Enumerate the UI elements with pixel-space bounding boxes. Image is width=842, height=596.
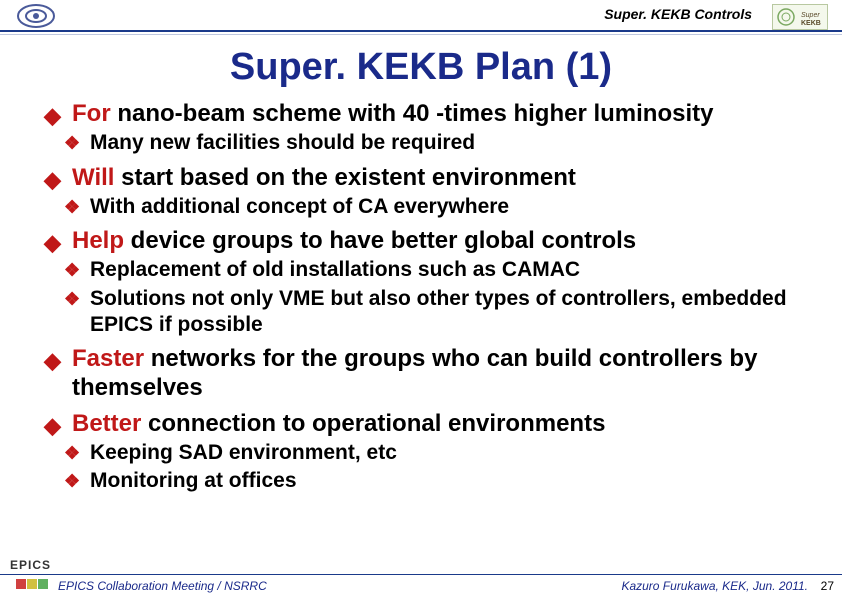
bullet-level2: ❖ Many new facilities should be required <box>44 130 814 156</box>
bullet-level1: ◆ Will start based on the existent enviro… <box>44 163 814 192</box>
bullet-text: Many new facilities should be required <box>90 131 475 154</box>
header-title: Super. KEKB Controls <box>604 6 752 22</box>
bullet-text: With additional concept of CA everywhere <box>90 195 509 218</box>
clover-icon: ❖ <box>64 132 80 155</box>
clover-icon: ❖ <box>64 196 80 219</box>
clover-icon: ❖ <box>64 470 80 493</box>
diamond-icon: ◆ <box>44 413 61 440</box>
svg-text:KEKB: KEKB <box>801 20 821 27</box>
bullet-level1: ◆ Help device groups to have better globa… <box>44 226 814 255</box>
diamond-icon: ◆ <box>44 167 61 194</box>
bullet-level2: ❖ With additional concept of CA everywher… <box>44 194 814 220</box>
content-area: ◆ For nano-beam scheme with 40 -times hig… <box>0 99 842 494</box>
bullet-level2: ❖ Monitoring at offices <box>44 468 814 494</box>
bullet-level2: ❖ Solutions not only VME but also other t… <box>44 286 814 339</box>
epics-label: EPICS <box>10 558 51 572</box>
footer-bar: EPICS Collaboration Meeting / NSRRC Kazu… <box>0 574 842 596</box>
bullet-level2: ❖ Replacement of old installations such a… <box>44 257 814 283</box>
bullet-lead: Better <box>72 410 141 437</box>
logo-right: Super KEKB <box>772 4 828 30</box>
page-number: 27 <box>821 579 834 593</box>
bullet-level1: ◆ For nano-beam scheme with 40 -times hig… <box>44 99 814 128</box>
header-rule <box>0 34 842 35</box>
bullet-lead: Help <box>72 227 124 254</box>
bullet-text: Solutions not only VME but also other ty… <box>90 287 787 336</box>
bullet-text: connection to operational environments <box>141 410 605 437</box>
bullet-text: start based on the existent environment <box>114 164 575 191</box>
header-bar: Super. KEKB Controls Super KEKB <box>0 0 842 32</box>
footer-right: Kazuro Furukawa, KEK, Jun. 2011. <box>621 579 808 593</box>
bullet-lead: For <box>72 100 111 127</box>
bullet-level1: ◆ Faster networks for the groups who can … <box>44 344 814 403</box>
bullet-text: device groups to have better global cont… <box>124 227 636 254</box>
clover-icon: ❖ <box>64 259 80 282</box>
clover-icon: ❖ <box>64 442 80 465</box>
bullet-lead: Faster <box>72 345 144 372</box>
diamond-icon: ◆ <box>44 103 61 130</box>
bullet-level1: ◆ Better connection to operational enviro… <box>44 409 814 438</box>
bullet-text: Replacement of old installations such as… <box>90 258 580 281</box>
footer-left: EPICS Collaboration Meeting / NSRRC <box>58 579 267 593</box>
slide-title: Super. KEKB Plan (1) <box>0 46 842 89</box>
bullet-text: Monitoring at offices <box>90 469 297 492</box>
diamond-icon: ◆ <box>44 230 61 257</box>
bullet-text: networks for the groups who can build co… <box>72 345 757 401</box>
diamond-icon: ◆ <box>44 348 61 375</box>
svg-text:Super: Super <box>801 12 820 19</box>
logo-left <box>14 2 58 30</box>
bullet-level2: ❖ Keeping SAD environment, etc <box>44 440 814 466</box>
clover-icon: ❖ <box>64 288 80 311</box>
bullet-lead: Will <box>72 164 114 191</box>
bullet-text: nano-beam scheme with 40 -times higher l… <box>111 100 714 127</box>
bullet-text: Keeping SAD environment, etc <box>90 441 397 464</box>
